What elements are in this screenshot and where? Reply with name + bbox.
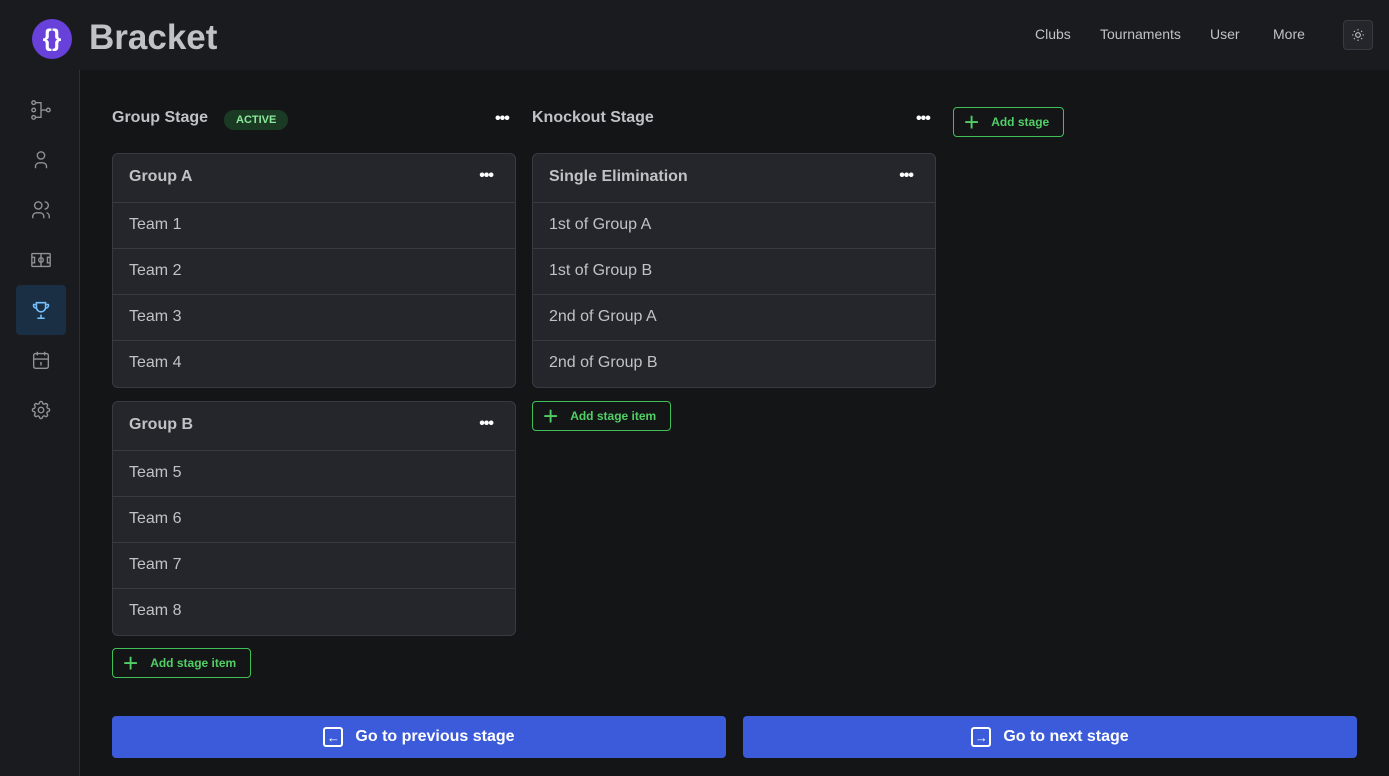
stage-item-card: Group B ••• Team 5 Team 6 Team 7 Team 8 [112,401,516,636]
plus-icon: + [123,648,139,678]
stage-item-card: Single Elimination ••• 1st of Group A 1st… [532,153,936,388]
button-label: Add stage item [150,656,237,670]
stage-item-title: Single Elimination [549,168,688,185]
previous-stage-button[interactable]: ← Go to previous stage [112,716,726,758]
plus-icon: + [964,107,980,137]
app-title[interactable]: Bracket [89,18,218,57]
sidebar-item-players[interactable] [16,135,66,185]
sidebar-item-courts[interactable] [16,235,66,285]
nav-tournaments[interactable]: Tournaments [1100,26,1181,42]
stage-item-menu-button[interactable]: ••• [899,167,914,184]
stage-title: Knockout Stage [532,109,654,126]
arrow-left-icon: ← [323,727,344,747]
theme-toggle-button[interactable] [1343,20,1373,50]
list-item: Team 8 [129,602,182,619]
court-icon [31,252,51,268]
sidebar-item-schedule[interactable] [16,335,66,385]
list-item: Team 1 [113,203,515,249]
arrow-right-icon: → [971,727,992,747]
sun-icon [1352,29,1364,41]
list-item: 2nd of Group A [533,295,935,341]
button-label: Add stage item [570,409,657,423]
nav-user[interactable]: User [1210,26,1240,42]
list-item: Team 6 [113,497,515,543]
player-icon [34,151,48,169]
add-stage-item-button[interactable]: + Add stage item [532,401,672,431]
list-item: Team 3 [113,295,515,341]
stage-menu-button[interactable]: ••• [916,110,931,127]
plus-icon: + [543,401,559,431]
list-item: Team 5 [113,451,515,497]
sidebar-item-teams[interactable] [16,185,66,235]
list-item: Team 7 [113,543,515,589]
logo[interactable]: {} [32,19,72,59]
button-label: Go to next stage [1003,728,1129,745]
status-badge: ACTIVE [224,110,289,130]
stage-item-card: Group A ••• Team 1 Team 2 Team 3 Team 4 [112,153,516,388]
stage-menu-button[interactable]: ••• [495,110,510,127]
settings-icon [31,400,51,420]
sidebar-item-stages[interactable] [16,85,66,135]
list-item: Team 4 [129,354,182,371]
stage-item-menu-button[interactable]: ••• [479,167,494,184]
calendar-icon [32,351,50,369]
nav-more[interactable]: More [1273,26,1305,42]
sidebar [0,70,80,776]
button-label: Add stage [991,115,1050,129]
nav-clubs[interactable]: Clubs [1035,26,1071,42]
stage-item-title: Group A [129,168,193,185]
button-label: Go to previous stage [355,728,515,745]
stage-item-menu-button[interactable]: ••• [479,415,494,432]
list-item: Team 2 [113,249,515,295]
add-stage-button[interactable]: + Add stage [953,107,1065,137]
list-item: 1st of Group A [533,203,935,249]
teams-icon [32,201,50,219]
bracket-icon [31,100,51,120]
stage-item-title: Group B [129,416,193,433]
sidebar-item-settings[interactable] [16,385,66,435]
list-item: 2nd of Group B [549,354,658,371]
next-stage-button[interactable]: → Go to next stage [743,716,1357,758]
trophy-icon [32,301,50,320]
add-stage-item-button[interactable]: + Add stage item [112,648,252,678]
sidebar-item-tournament[interactable] [16,285,66,335]
header: {} Bracket Clubs Tournaments User More [0,0,1389,70]
stage-title: Group Stage [112,109,209,126]
list-item: 1st of Group B [533,249,935,295]
